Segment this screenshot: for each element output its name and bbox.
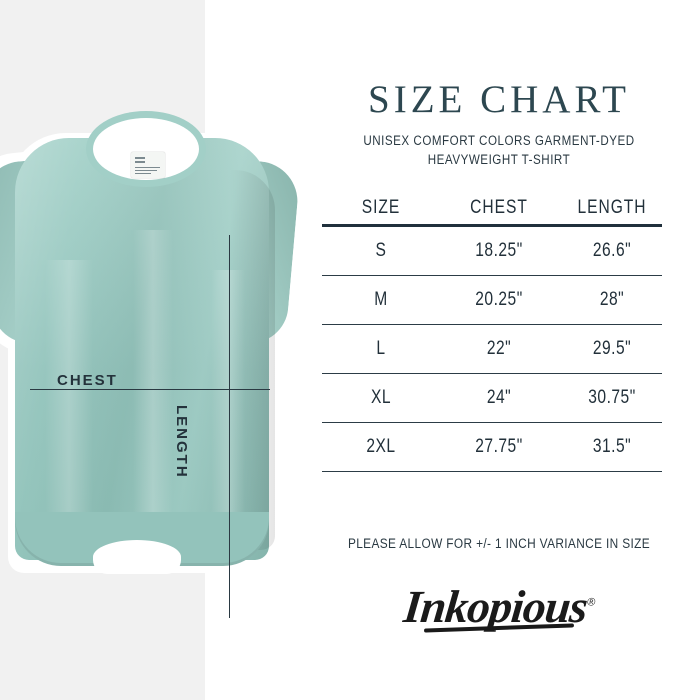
subtitle-line-2: HEAVYWEIGHT T-SHIRT <box>427 152 571 167</box>
cell-length: 26.6" <box>592 240 632 261</box>
length-measurement-line <box>229 235 230 618</box>
chest-measurement-label: CHEST <box>57 372 118 389</box>
cell-length: 31.5" <box>592 436 632 457</box>
table-row-divider <box>322 324 662 325</box>
column-header-length: LENGTH <box>577 197 647 218</box>
variance-disclaimer: PLEASE ALLOW FOR +/- 1 INCH VARIANCE IN … <box>347 536 651 551</box>
size-chart-panel: SIZE CHART UNISEX COMFORT COLORS GARMENT… <box>318 0 680 700</box>
cell-chest: 18.25" <box>475 240 523 261</box>
cell-chest: 20.25" <box>475 289 523 310</box>
table-row-divider <box>322 373 662 374</box>
page-title: SIZE CHART <box>368 78 630 121</box>
cell-length: 28" <box>599 289 625 310</box>
table-header-row: SIZE CHEST LENGTH <box>322 192 666 224</box>
cell-size: 2XL <box>366 436 396 457</box>
table-row: XL 24" 30.75" <box>322 374 666 422</box>
tshirt-garment <box>0 110 301 576</box>
table-row-divider <box>322 275 662 276</box>
length-measurement-label: LENGTH <box>173 405 190 479</box>
cell-chest: 27.75" <box>475 436 523 457</box>
table-row: S 18.25" 26.6" <box>322 227 666 275</box>
table-row: L 22" 29.5" <box>322 325 666 373</box>
table-header-divider <box>322 224 662 227</box>
cell-chest: 22" <box>486 338 512 359</box>
chest-measurement-line <box>30 389 270 390</box>
column-header-chest: CHEST <box>470 197 528 218</box>
table-row-divider <box>322 422 662 423</box>
fabric-shadow <box>229 170 275 550</box>
size-table: SIZE CHEST LENGTH S 18.25" 26.6" M 20.25… <box>322 192 666 472</box>
neck-tag-icon <box>131 152 165 178</box>
cell-length: 30.75" <box>588 387 636 408</box>
brand-logo: Inkopious® <box>318 580 680 633</box>
tshirt-body <box>15 138 269 560</box>
cell-size: S <box>375 240 387 261</box>
subtitle-line-1: UNISEX COMFORT COLORS GARMENT-DYED <box>363 133 635 148</box>
page-subtitle: UNISEX COMFORT COLORS GARMENT-DYED HEAVY… <box>343 131 654 169</box>
tshirt-product-image: CHEST LENGTH <box>0 95 319 618</box>
table-row: M 20.25" 28" <box>322 276 666 324</box>
column-header-size: SIZE <box>361 197 401 218</box>
cell-size: L <box>376 338 386 359</box>
registered-trademark-icon: ® <box>586 596 595 609</box>
table-row: 2XL 27.75" 31.5" <box>322 423 666 471</box>
cell-length: 29.5" <box>592 338 632 359</box>
cell-size: XL <box>370 387 392 408</box>
cell-chest: 24" <box>486 387 512 408</box>
tshirt-hem-notch <box>93 540 181 574</box>
table-bottom-divider <box>322 471 662 472</box>
cell-size: M <box>374 289 388 310</box>
